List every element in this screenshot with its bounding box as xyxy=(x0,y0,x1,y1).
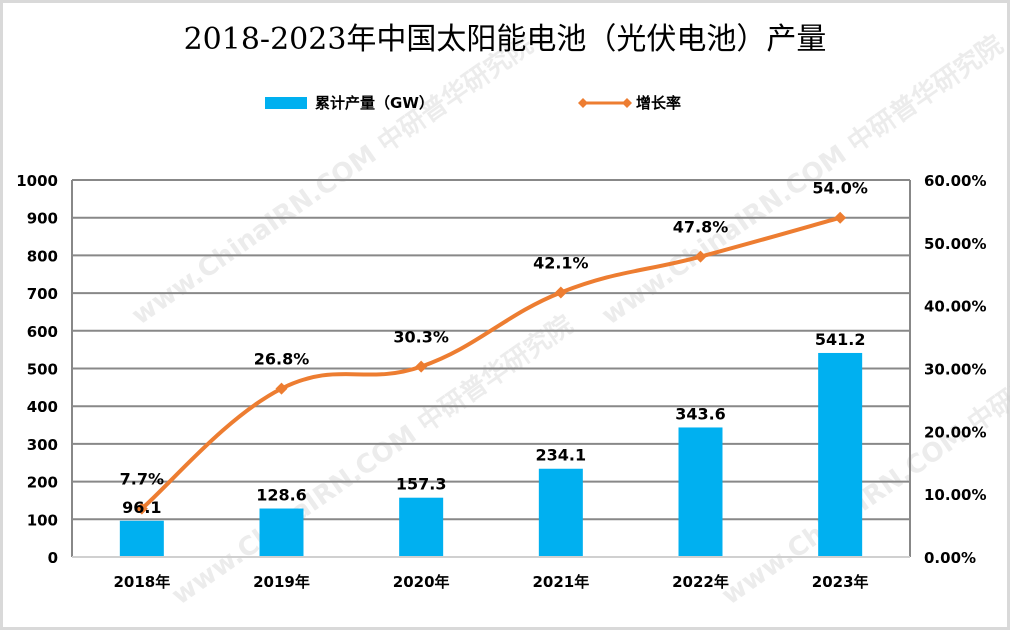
x-tick-label: 2021年 xyxy=(532,573,589,591)
x-tick-label: 2019年 xyxy=(253,573,310,591)
y-right-tick-label: 0.00% xyxy=(924,549,976,567)
y-left-tick-label: 800 xyxy=(27,247,58,265)
bar-data-label: 157.3 xyxy=(396,475,447,494)
line-marker xyxy=(275,382,288,395)
bar-data-label: 128.6 xyxy=(256,486,307,505)
y-right-tick-label: 50.00% xyxy=(924,235,986,253)
line-data-label: 42.1% xyxy=(533,253,589,272)
legend-line-swatch xyxy=(578,97,632,108)
y-left-tick-label: 0 xyxy=(48,549,58,567)
y-left-tick-label: 700 xyxy=(27,285,58,303)
growth-rate-line xyxy=(139,215,843,511)
bar xyxy=(818,352,863,557)
line-marker xyxy=(554,286,567,299)
line-marker xyxy=(834,211,847,224)
bar xyxy=(538,468,583,557)
y-left-tick-label: 1000 xyxy=(16,172,58,190)
legend-bar-label: 累计产量（GW） xyxy=(315,94,434,112)
y-left-tick-label: 500 xyxy=(27,361,58,379)
legend-line-label: 增长率 xyxy=(636,94,682,112)
line-marker xyxy=(694,250,707,263)
line-data-label: 30.3% xyxy=(393,328,449,347)
bar xyxy=(259,508,304,557)
line-data-label: 54.0% xyxy=(812,179,868,198)
legend-item-bar: 累计产量（GW） xyxy=(265,92,434,113)
y-right-tick-label: 60.00% xyxy=(924,172,986,190)
bar xyxy=(399,497,444,557)
y-right-tick-label: 30.00% xyxy=(924,361,986,379)
bar-data-label: 541.2 xyxy=(815,330,866,349)
y-left-tick-label: 900 xyxy=(27,210,58,228)
bar-data-label: 96.1 xyxy=(122,498,161,517)
legend-item-line: 增长率 xyxy=(578,92,681,113)
y-right-tick-label: 20.00% xyxy=(924,423,986,441)
x-tick-label: 2018年 xyxy=(113,573,170,591)
bar-data-label: 234.1 xyxy=(536,446,587,465)
y-left-tick-label: 300 xyxy=(27,436,58,454)
line-marker xyxy=(135,502,148,515)
x-tick-label: 2020年 xyxy=(393,573,450,591)
legend-bar-swatch xyxy=(265,96,307,109)
y-left-tick-label: 100 xyxy=(27,511,58,529)
y-left-tick-label: 600 xyxy=(27,323,58,341)
bar-data-label: 343.6 xyxy=(675,404,726,423)
bar xyxy=(678,427,723,557)
line-marker xyxy=(415,360,428,373)
y-left-tick-label: 400 xyxy=(27,398,58,416)
x-tick-label: 2023年 xyxy=(812,573,869,591)
y-right-tick-label: 40.00% xyxy=(924,298,986,316)
line-data-label: 7.7% xyxy=(120,470,164,489)
x-tick-label: 2022年 xyxy=(672,573,729,591)
chart-title: 2018-2023年中国太阳能电池（光伏电池）产量 xyxy=(183,22,827,57)
bar xyxy=(119,520,164,557)
line-data-label: 26.8% xyxy=(254,350,310,369)
y-left-tick-label: 200 xyxy=(27,474,58,492)
line-data-label: 47.8% xyxy=(673,218,729,237)
y-right-tick-label: 10.00% xyxy=(924,486,986,504)
